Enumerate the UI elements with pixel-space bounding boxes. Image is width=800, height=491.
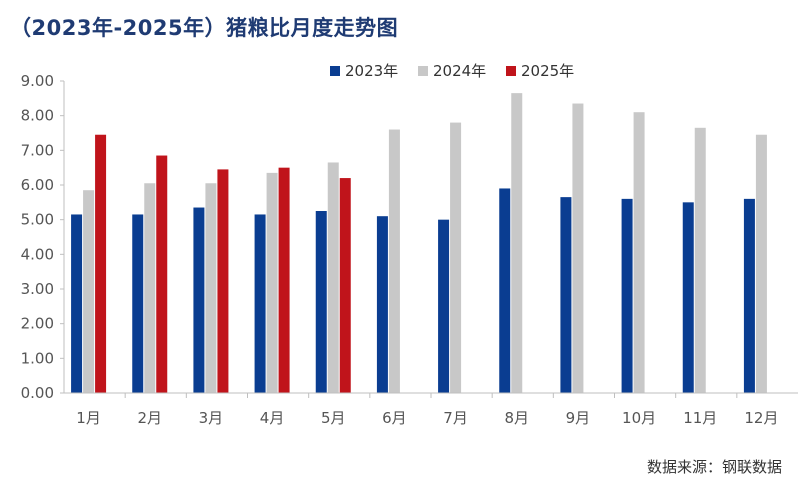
bar-2025年-2月 (156, 155, 168, 393)
bar-2023年-6月 (376, 216, 388, 393)
y-tick-label: 4.00 (21, 245, 54, 263)
x-tick-label: 10月 (622, 409, 656, 427)
bar-2023年-8月 (499, 188, 511, 393)
bar-2023年-7月 (438, 219, 450, 393)
bar-2024年-5月 (327, 162, 339, 393)
legend-swatch-2025年 (506, 66, 516, 76)
x-tick-label: 2月 (137, 409, 162, 427)
x-tick-label: 11月 (683, 409, 717, 427)
y-tick-label: 6.00 (21, 176, 54, 194)
bar-2023年-2月 (132, 214, 144, 393)
y-tick-label: 5.00 (21, 211, 54, 229)
bar-2024年-1月 (83, 190, 95, 393)
bar-2024年-7月 (450, 122, 462, 393)
bar-2024年-10月 (633, 112, 645, 393)
x-tick-label: 7月 (443, 409, 468, 427)
bar-2023年-11月 (682, 202, 694, 393)
x-tick-label: 5月 (321, 409, 346, 427)
x-axis: 1月 2月 3月 4月 5月 6月 7月 8月 9月 10月 11月 12月 (64, 392, 798, 427)
legend-swatch-2024年 (418, 66, 428, 76)
legend: 2023年 2024年 2025年 (330, 62, 574, 80)
bar-2023年-12月 (743, 198, 755, 393)
chart-title: （2023年-2025年）猪粮比月度走势图 (10, 16, 399, 40)
legend-label: 2024年 (433, 62, 486, 80)
x-tick-label: 12月 (744, 409, 778, 427)
bar-2025年-1月 (95, 134, 107, 393)
bar-2023年-3月 (193, 207, 205, 393)
y-tick-label: 1.00 (21, 349, 54, 367)
x-tick-label: 3月 (199, 409, 224, 427)
y-tick-label: 2.00 (21, 315, 54, 333)
bar-2024年-4月 (266, 172, 278, 393)
bar-2024年-3月 (205, 183, 217, 393)
x-tick-label: 4月 (260, 409, 285, 427)
legend-label: 2025年 (521, 62, 574, 80)
bar-2023年-1月 (71, 214, 83, 393)
bar-2025年-5月 (339, 178, 351, 393)
y-tick-label: 8.00 (21, 107, 54, 125)
y-tick-label: 9.00 (21, 72, 54, 90)
bar-2024年-6月 (388, 129, 400, 394)
bar-2023年-5月 (315, 211, 327, 393)
y-tick-label: 7.00 (21, 141, 54, 159)
legend-label: 2023年 (345, 62, 398, 80)
source-note: 数据来源：钢联数据 (646, 458, 782, 476)
bar-2024年-12月 (755, 134, 767, 393)
bar-2023年-10月 (621, 198, 633, 393)
bar-2025年-3月 (217, 169, 229, 393)
x-tick-label: 1月 (76, 409, 101, 427)
bar-2023年-4月 (254, 214, 266, 393)
x-tick-label: 6月 (382, 409, 407, 427)
bar-2024年-2月 (144, 183, 156, 393)
bar-2024年-9月 (572, 103, 584, 394)
legend-swatch-2023年 (330, 66, 340, 76)
bar-2023年-9月 (560, 197, 572, 393)
x-tick-label: 8月 (504, 409, 529, 427)
y-tick-label: 0.00 (21, 384, 54, 402)
x-tick-label: 9月 (566, 409, 591, 427)
bars (71, 93, 767, 394)
bar-2024年-11月 (694, 127, 706, 394)
bar-2025年-4月 (278, 167, 290, 393)
bar-2024年-8月 (511, 93, 523, 393)
y-tick-label: 3.00 (21, 280, 54, 298)
y-axis: 0.00 1.00 2.00 3.00 4.00 5.00 6.00 7.00 8.00 9.00 (21, 72, 65, 402)
